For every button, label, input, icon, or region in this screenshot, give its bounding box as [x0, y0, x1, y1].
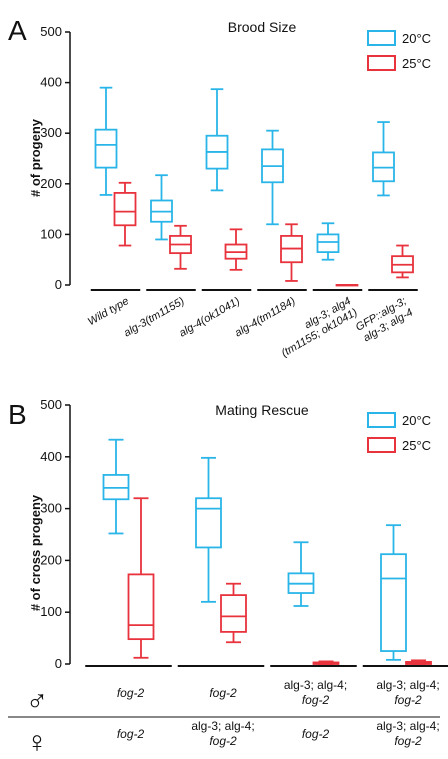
box-iqr: [220, 594, 247, 633]
x-category-label: alg-3(tm1155): [122, 295, 187, 339]
hermaphrodite-genotype-label: fog-2: [117, 727, 145, 741]
legend-swatch: [367, 412, 396, 428]
chart-a: 0 100 200 300 400 500 20°C 25°C Wild typealg-3(t…: [40, 24, 431, 360]
hermaphrodite-genotype-label: fog-2: [394, 734, 422, 748]
x-category-line: Wild type: [86, 295, 131, 328]
y-tick-label: 100: [40, 226, 62, 241]
y-tick-label: 500: [40, 24, 62, 39]
y-tick-label: 300: [40, 501, 62, 516]
box-iqr: [316, 233, 340, 254]
y-axis-label-a: # of progeny: [28, 118, 43, 197]
female-symbol-icon: ♀: [26, 726, 49, 759]
chart-title-a: Brood Size: [228, 19, 297, 35]
male-genotype-label: alg-3; alg-4;: [284, 678, 347, 692]
box-25c: [127, 497, 155, 659]
x-category-label: Wild type: [86, 295, 131, 328]
box-25c: [224, 228, 248, 271]
hermaphrodite-genotype-label: fog-2: [302, 727, 330, 741]
legend-label: 20°C: [402, 31, 431, 46]
box-iqr: [94, 128, 118, 169]
box-20c: [372, 121, 395, 197]
box-25c: [335, 284, 359, 287]
box-25c: [220, 582, 247, 644]
box-iqr: [195, 497, 222, 549]
chart-title-b: Mating Rescue: [215, 402, 309, 418]
male-genotype-label: fog-2: [302, 693, 330, 707]
legend-label: 20°C: [402, 413, 431, 428]
hermaphrodite-genotype-label: fog-2: [209, 734, 237, 748]
box-20c: [287, 541, 315, 607]
y-tick-label: 400: [40, 449, 62, 464]
male-genotype-label: fog-2: [394, 693, 422, 707]
y-tick-label: 0: [55, 277, 62, 292]
legend-swatch: [367, 437, 396, 453]
box-20c: [94, 86, 118, 196]
x-category-line: alg-3(tm1155): [122, 295, 187, 339]
box-20c: [380, 524, 407, 661]
box-25c: [113, 181, 137, 247]
male-genotype-label: fog-2: [209, 686, 237, 700]
box-iqr: [127, 573, 155, 641]
box-iqr: [113, 192, 137, 227]
legend-label: 25°C: [402, 56, 431, 71]
panel-label-b: B: [8, 399, 27, 430]
y-tick-label: 200: [40, 176, 62, 191]
legend-swatch: [367, 30, 396, 46]
y-tick-label: 500: [40, 397, 62, 412]
chart-b: 010020030040050020°C25°Cfog-2fog-2fog-2a…: [40, 397, 448, 748]
genotype-table: ♂ ♀: [8, 685, 440, 759]
male-genotype-label: fog-2: [117, 686, 145, 700]
box-20c: [316, 222, 340, 261]
y-tick-label: 400: [40, 75, 62, 90]
box-25c: [280, 223, 303, 282]
male-symbol-icon: ♂: [26, 685, 49, 718]
y-tick-label: 0: [55, 656, 62, 671]
x-category-label: alg-4(ok1041): [177, 295, 242, 339]
box-20c: [205, 88, 229, 192]
y-tick-label: 200: [40, 552, 62, 567]
y-tick-label: 300: [40, 125, 62, 140]
x-category-label: alg-4(tm1184): [233, 295, 298, 339]
box-20c: [261, 129, 284, 226]
y-tick-label: 100: [40, 604, 62, 619]
box-20c: [102, 438, 130, 535]
x-category-line: alg-4(tm1184): [233, 295, 298, 339]
box-20c: [150, 174, 173, 241]
legend-swatch: [367, 55, 396, 71]
box-iqr: [380, 553, 407, 652]
box-20c: [195, 456, 222, 603]
y-axis-label-b: # of cross progeny: [28, 494, 43, 611]
box-25c: [169, 224, 192, 270]
box-25c: [391, 244, 414, 279]
box-25c: [312, 660, 340, 665]
panel-label-a: A: [8, 15, 27, 46]
hermaphrodite-genotype-label: alg-3; alg-4;: [191, 719, 254, 733]
x-category-label: GFP::alg-3;alg-3; alg-4: [354, 295, 415, 344]
box-25c: [405, 659, 432, 665]
male-genotype-label: alg-3; alg-4;: [376, 678, 439, 692]
legend-label: 25°C: [402, 438, 431, 453]
x-category-line: alg-4(ok1041): [177, 295, 242, 339]
hermaphrodite-genotype-label: alg-3; alg-4;: [376, 719, 439, 733]
